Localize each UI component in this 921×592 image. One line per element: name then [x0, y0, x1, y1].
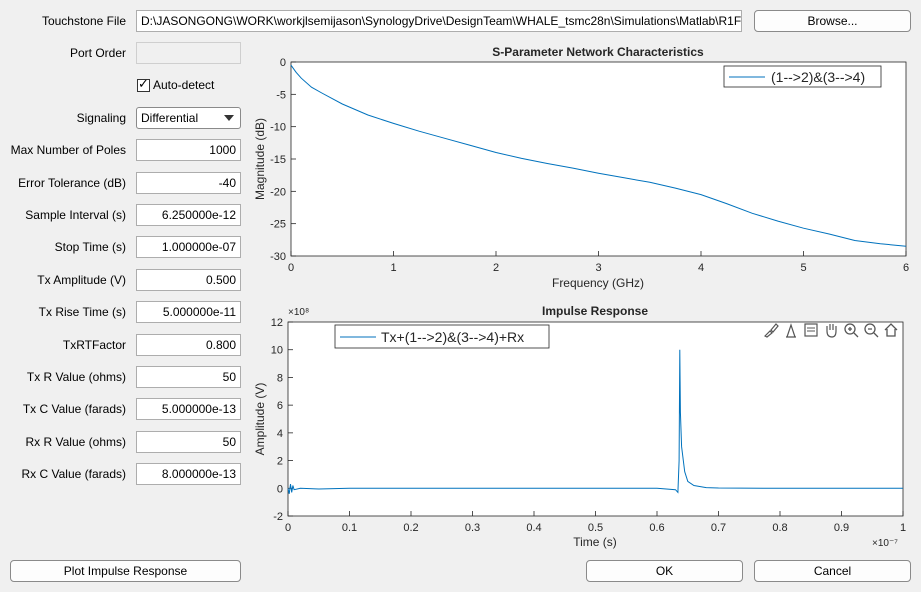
axes-toolbar: [762, 321, 900, 339]
x-tick-label: 0.6: [649, 522, 664, 534]
pan-hand-icon[interactable]: [822, 321, 840, 339]
zoom-in-icon[interactable]: [842, 321, 860, 339]
rx-c-value-input[interactable]: 8.000000e-13: [136, 463, 241, 485]
x-tick-label: 4: [698, 262, 704, 274]
s-parameter-axes-box: [290, 61, 907, 257]
x-tick-label: 3: [595, 262, 601, 274]
y-tick-label: 10: [271, 345, 283, 357]
impulse-legend-label: Tx+(1-->2)&(3-->4)+Rx: [381, 329, 524, 345]
x-tick-label: 2: [493, 262, 499, 274]
y-tick-label: -15: [270, 154, 286, 166]
y-tick-label: 6: [277, 400, 283, 412]
impulse-legend: [334, 324, 550, 349]
error-tolerance-input[interactable]: -40: [136, 172, 241, 194]
error-tolerance-label: Error Tolerance (dB): [18, 176, 126, 190]
s-parameter-ylabel: Magnitude (dB): [253, 118, 267, 200]
x-tick-label: 0.4: [526, 522, 541, 534]
plot-impulse-response-button[interactable]: Plot Impulse Response: [10, 560, 241, 582]
tx-amplitude-label: Tx Amplitude (V): [37, 273, 126, 287]
auto-detect-checkbox[interactable]: ✓: [137, 76, 150, 92]
tx-rise-time-input[interactable]: 5.000000e-11: [136, 301, 241, 323]
impulse-response-chart: Impulse Response Time (s) Amplitude (V) …: [253, 304, 906, 549]
stop-time-label: Stop Time (s): [54, 240, 126, 254]
x-tick-label: 0.9: [834, 522, 849, 534]
x-tick-label: 0.5: [588, 522, 603, 534]
x-tick-label: 0.7: [711, 522, 726, 534]
x-tick-label: 5: [800, 262, 806, 274]
tx-c-value-label: Tx C Value (farads): [22, 402, 126, 416]
rx-r-value-label: Rx R Value (ohms): [25, 435, 126, 449]
y-tick-label: -5: [276, 89, 286, 101]
x-tick-label: 0: [288, 262, 294, 274]
browse-button[interactable]: Browse...: [754, 10, 911, 32]
s-parameter-title: S-Parameter Network Characteristics: [492, 45, 704, 59]
x-tick-label: 1: [390, 262, 396, 274]
y-tick-label: -30: [270, 251, 286, 263]
signaling-label: Signaling: [76, 111, 126, 125]
sample-interval-label: Sample Interval (s): [25, 208, 126, 222]
impulse-xlabel: Time (s): [573, 535, 617, 549]
tx-rise-time-label: Tx Rise Time (s): [38, 305, 126, 319]
rx-c-value-label: Rx C Value (farads): [21, 467, 126, 481]
signaling-value: Differential: [141, 111, 199, 125]
y-tick-label: -25: [270, 219, 286, 231]
tx-amplitude-input[interactable]: 0.500: [136, 269, 241, 291]
auto-detect-label: Auto-detect: [153, 78, 215, 92]
y-tick-label: 2: [277, 456, 283, 468]
brush-icon[interactable]: [762, 321, 780, 339]
impulse-axes-box: [287, 321, 904, 517]
y-tick-label: -10: [270, 122, 286, 134]
y-tick-label: -2: [273, 511, 283, 523]
port-order-input[interactable]: [136, 42, 241, 64]
x-tick-label: 0: [285, 522, 291, 534]
s-parameter-xlabel: Frequency (GHz): [552, 276, 644, 290]
txrtfactor-label: TxRTFactor: [62, 338, 126, 352]
s-parameter-legend: [723, 65, 882, 88]
touchstone-file-label: Touchstone File: [41, 14, 126, 28]
y-tick-label: 0: [277, 483, 283, 495]
x-tick-label: 0.8: [772, 522, 787, 534]
port-order-label: Port Order: [69, 46, 126, 60]
chevron-down-icon: [224, 115, 234, 121]
sample-interval-input[interactable]: 6.250000e-12: [136, 204, 241, 226]
impulse-ylabel: Amplitude (V): [253, 383, 267, 456]
rx-r-value-input[interactable]: 50: [136, 431, 241, 453]
check-icon: ✓: [138, 76, 149, 91]
y-tick-label: 8: [277, 372, 283, 384]
impulse-x-exponent: ×10⁻⁷: [872, 538, 898, 549]
x-tick-label: 0.3: [465, 522, 480, 534]
max-poles-input[interactable]: 1000: [136, 139, 241, 161]
y-tick-label: -20: [270, 186, 286, 198]
zoom-out-icon[interactable]: [862, 321, 880, 339]
touchstone-file-input[interactable]: D:\JASONGONG\WORK\workjlsemijason\Synolo…: [136, 10, 742, 32]
s-parameter-series-line: [290, 64, 907, 247]
x-tick-label: 0.2: [403, 522, 418, 534]
y-tick-label: 12: [271, 317, 283, 329]
stop-time-input[interactable]: 1.000000e-07: [136, 236, 241, 258]
signaling-dropdown[interactable]: Differential: [136, 107, 241, 129]
x-tick-label: 1: [900, 522, 906, 534]
impulse-title: Impulse Response: [542, 304, 648, 318]
x-tick-label: 0.1: [342, 522, 357, 534]
ok-button[interactable]: OK: [586, 560, 743, 582]
home-icon[interactable]: [882, 321, 900, 339]
tx-c-value-input[interactable]: 5.000000e-13: [136, 398, 241, 420]
y-tick-label: 0: [280, 57, 286, 69]
legend-icon[interactable]: [802, 321, 820, 339]
max-poles-label: Max Number of Poles: [10, 143, 126, 157]
s-parameter-legend-label: (1-->2)&(3-->4): [771, 69, 865, 85]
tx-r-value-label: Tx R Value (ohms): [26, 370, 126, 384]
txrtfactor-input[interactable]: 0.800: [136, 334, 241, 356]
x-tick-label: 6: [903, 262, 909, 274]
y-tick-label: 4: [277, 428, 283, 440]
impulse-series-line: [287, 349, 903, 494]
s-parameter-chart: S-Parameter Network Characteristics Freq…: [253, 45, 909, 290]
tx-r-value-input[interactable]: 50: [136, 366, 241, 388]
cancel-button[interactable]: Cancel: [754, 560, 911, 582]
impulse-y-exponent: ×10⁸: [288, 307, 309, 318]
data-tip-icon[interactable]: [782, 321, 800, 339]
